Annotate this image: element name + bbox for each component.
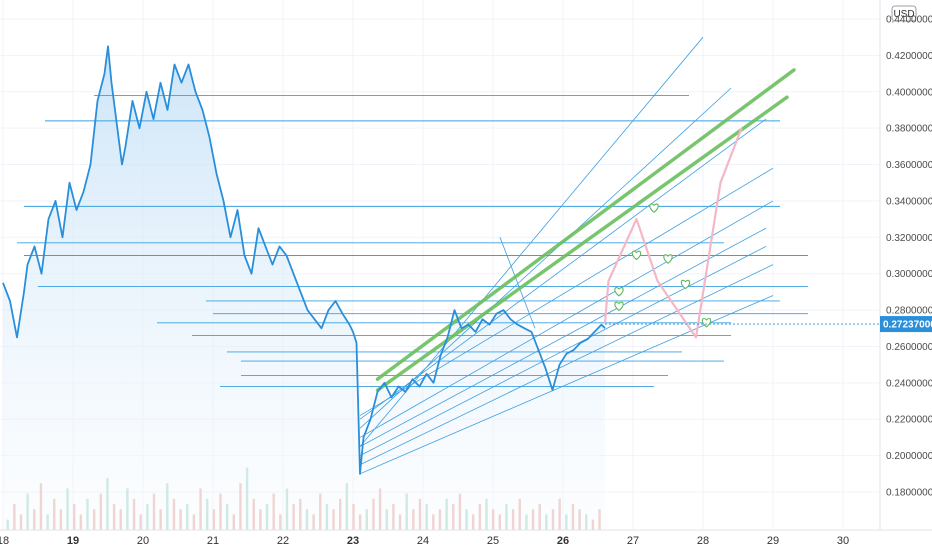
x-tick-label: 24 (417, 535, 429, 547)
x-tick-label: 28 (697, 535, 709, 547)
fan-line[interactable] (359, 118, 767, 420)
fan-line[interactable] (359, 87, 732, 429)
fan-line[interactable] (359, 246, 767, 456)
projection-path[interactable] (603, 127, 743, 339)
channel-line[interactable] (375, 68, 796, 381)
y-tick-label: 0.18000000 (886, 488, 932, 499)
heart-markers (614, 203, 712, 328)
heart-icon[interactable] (701, 317, 712, 328)
x-tick-label: 21 (207, 535, 219, 547)
price-line-layer (2, 45, 606, 475)
fan-line[interactable] (499, 237, 536, 329)
fan-line[interactable] (359, 200, 774, 438)
x-tick-label: 23 (347, 535, 359, 547)
pink-projection (603, 127, 743, 339)
fan-lines (359, 36, 774, 475)
x-tick-label: 18 (0, 535, 9, 547)
fan-line[interactable] (359, 36, 704, 447)
heart-icon[interactable] (631, 250, 642, 261)
heart-icon[interactable] (663, 254, 673, 264)
heart-icon[interactable] (649, 203, 659, 213)
fan-line[interactable] (359, 167, 774, 416)
currency-badge[interactable] (891, 5, 917, 22)
x-tick-label: 22 (277, 535, 289, 547)
currency-label: USD (893, 9, 914, 20)
fan-line[interactable] (359, 227, 767, 447)
last-price-label: 0.27237000 (883, 320, 932, 331)
price-line[interactable] (2, 45, 606, 475)
fan-line[interactable] (359, 264, 774, 466)
x-tick-label: 30 (837, 535, 849, 547)
heart-icon[interactable] (680, 279, 691, 290)
x-tick-label: 26 (557, 535, 569, 547)
x-tick-label: 20 (137, 535, 149, 547)
x-tick-label: 29 (767, 535, 779, 547)
x-tick-label: 27 (627, 535, 639, 547)
heart-icon[interactable] (614, 287, 624, 297)
price-area (3, 46, 605, 531)
x-tick-label: 25 (487, 535, 499, 547)
x-tick-label: 19 (67, 535, 79, 547)
last-price-badge (880, 316, 932, 333)
heart-icon[interactable] (614, 301, 624, 312)
area-layer (3, 46, 605, 531)
